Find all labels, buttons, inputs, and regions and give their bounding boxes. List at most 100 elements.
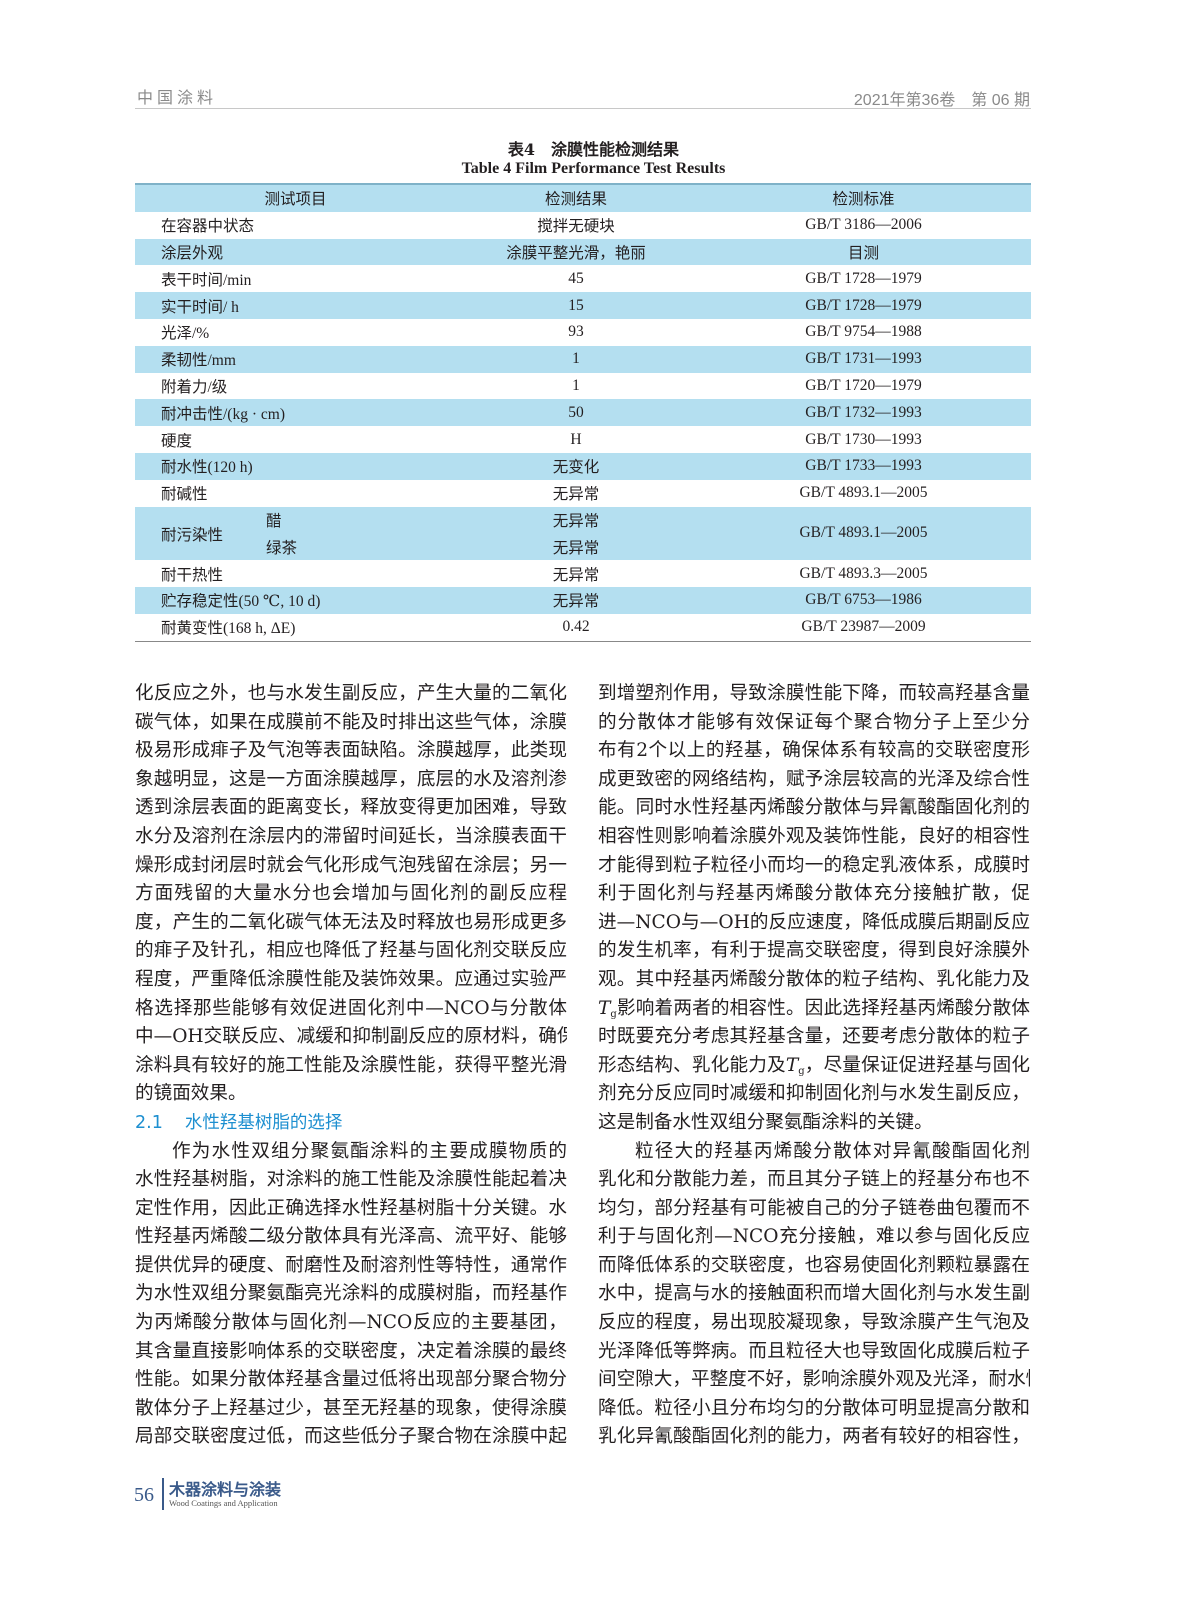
- text-line: 度，产生的二氧化碳气体无法及时释放也易形成更多: [135, 911, 567, 933]
- cell-item: 耐碱性: [161, 486, 208, 504]
- body-column-right: 到增塑剂作用，导致涂膜性能下降，而较高羟基含量 的分散体才能够有效保证每个聚合物分…: [598, 680, 1030, 1452]
- section-heading: 2.1 水性羟基树脂的选择: [135, 1109, 567, 1138]
- cell-standard: GB/T 1728—1979: [805, 269, 922, 287]
- text-line: 极易形成痱子及气泡等表面缺陷。涂膜越厚，此类现: [135, 740, 567, 762]
- text-line: 定性作用，因此正确选择水性羟基树脂十分关键。水: [135, 1197, 567, 1219]
- table-row: 耐碱性 无异常 GB/T 4893.1—2005: [135, 480, 1031, 507]
- cell-result: 1: [572, 376, 580, 394]
- cell-item: 实干时间/ h: [135, 292, 456, 319]
- cell-item: 涂层外观: [135, 238, 456, 266]
- cell-standard: GB/T 1730—1993: [805, 430, 922, 448]
- text-line: 透到涂层表面的距离变长，释放变得更加困难，导致: [135, 797, 567, 819]
- text-line: 时既要充分考虑其羟基含量，还要考虑分散体的粒子: [598, 1026, 1030, 1048]
- table-row: 耐冲击性/(kg · cm) 50 GB/T 1732—1993: [135, 399, 1031, 427]
- cell-item: 光泽/%: [161, 325, 210, 343]
- text-line: 相容性则影响着涂膜外观及装饰性能，良好的相容性: [598, 825, 1030, 847]
- cell-result: 50: [456, 399, 696, 427]
- cell-result: 无异常: [456, 586, 696, 614]
- cell-item: 耐冲击性/(kg · cm): [135, 399, 456, 427]
- text-line: 形态结构、乳化能力及Tg，尽量保证促进羟基与固化: [598, 1052, 1030, 1081]
- table-row: 实干时间/ h 15 GB/T 1728—1979: [135, 292, 1031, 319]
- text-line: 方面残留的大量水分也会增加与固化剂的副反应程: [135, 883, 567, 905]
- table-caption-cn: 表4 涂膜性能检测结果: [507, 140, 680, 159]
- cell-subitem: 绿茶: [266, 539, 298, 557]
- text-line: 为水性双组分聚氨酯亮光涂料的成膜树脂，而羟基作: [135, 1283, 567, 1305]
- text-line: 能。同时水性羟基丙烯酸分散体与异氰酸酯固化剂的: [598, 797, 1030, 819]
- results-table: 测试项目 检测结果 检测标准 在容器中状态 搅拌无硬块 GB/T 3186—2006…: [135, 183, 1031, 642]
- cell-result: 无异常: [552, 566, 600, 584]
- cell-item: 附着力/级: [161, 378, 228, 396]
- text-line: 化反应之外，也与水发生副反应，产生大量的二氧化: [135, 683, 567, 704]
- column-header: 测试项目: [135, 183, 456, 212]
- text-line: 观。其中羟基丙烯酸分散体的粒子结构、乳化能力及: [598, 968, 1030, 990]
- cell-result: 无异常: [456, 506, 696, 534]
- cell-item: 贮存稳定性(50 ℃, 10 d): [135, 586, 456, 614]
- text-line: 象越明显，这是一方面涂膜越厚，底层的水及溶剂渗: [135, 768, 567, 790]
- cell-standard: GB/T 3186—2006: [805, 216, 922, 234]
- variable-symbol: T: [785, 1054, 799, 1076]
- text-line: 的分散体才能够有效保证每个聚合物分子上至少分: [598, 711, 1030, 733]
- cell-standard: GB/T 23987—2009: [696, 613, 1031, 642]
- text-segment: ，尽量保证促进羟基与固化: [804, 1054, 1030, 1076]
- issue-info: 2021年第36卷 第 06 期: [853, 92, 1030, 109]
- cell-subitem: 醋: [266, 512, 282, 530]
- column-header: 检测结果: [456, 183, 696, 212]
- cell-item: 绿茶: [135, 533, 456, 561]
- table-row: 附着力/级 1 GB/T 1720—1979: [135, 373, 1031, 400]
- text-line: 水中，提高与水的接触面积而增大固化剂与水发生副: [598, 1283, 1030, 1305]
- cell-standard: GB/T 4893.3—2005: [799, 564, 928, 582]
- cell-standard: GB/T 1733—1993: [696, 452, 1031, 480]
- table-row: 表干时间/min 45 GB/T 1728—1979: [135, 265, 1031, 292]
- table-row: 涂层外观 涂膜平整光滑，艳丽 目测: [135, 238, 1031, 266]
- cell-item: 耐污染性 醋: [135, 506, 456, 544]
- table-row: 耐黄变性(168 h, ΔE) 0.42 GB/T 23987—2009: [135, 613, 1031, 642]
- text-line: 性羟基丙烯酸二级分散体具有光泽高、流平好、能够: [135, 1226, 567, 1248]
- cell-standard: GB/T 1728—1979: [696, 292, 1031, 319]
- text-line: 进—NCO与—OH的反应速度，降低成膜后期副反应: [598, 911, 1030, 933]
- cell-result: 涂膜平整光滑，艳丽: [456, 238, 696, 266]
- cell-standard: 目测: [696, 238, 1031, 266]
- cell-standard: GB/T 1732—1993: [696, 399, 1031, 427]
- header-divider: [135, 108, 1031, 109]
- cell-item: 在容器中状态: [161, 218, 255, 236]
- cell-item: 耐水性(120 h): [135, 452, 456, 480]
- text-line: 水分及溶剂在涂层内的滞留时间延长，当涂膜表面干: [135, 825, 567, 847]
- table-row: 光泽/% 93 GB/T 9754—1988: [135, 319, 1031, 346]
- text-line: 利于与固化剂—NCO充分接触，难以参与固化反应: [598, 1226, 1030, 1248]
- journal-name: 中国涂料: [137, 88, 218, 107]
- text-line: 的镜面效果。: [135, 1083, 247, 1105]
- table-row: 耐干热性 无异常 GB/T 4893.3—2005: [135, 560, 1031, 587]
- cell-item: 柔韧性/mm: [135, 345, 456, 373]
- text-line: 提供优异的硬度、耐磨性及耐溶剂性等特性，通常作: [135, 1254, 567, 1276]
- table-row: 硬度 H GB/T 1730—1993: [135, 426, 1031, 453]
- text-line: 局部交联密度过低，而这些低分子聚合物在涂膜中起: [135, 1426, 567, 1448]
- table-row: 耐水性(120 h) 无变化 GB/T 1733—1993: [135, 452, 1031, 480]
- table-row: 耐污染性 醋 无异常 GB/T 4893.1—2005: [135, 506, 1031, 561]
- cell-result: 93: [568, 323, 584, 341]
- cell-standard: GB/T 9754—1988: [805, 323, 922, 341]
- cell-item-label: 耐污染性: [161, 526, 224, 544]
- variable-symbol: T: [598, 997, 611, 1019]
- text-line: 而降低体系的交联密度，也容易使固化剂颗粒暴露在: [598, 1254, 1030, 1276]
- cell-item: 硬度: [161, 432, 193, 450]
- footer-divider: [162, 1478, 164, 1510]
- cell-standard: GB/T 4893.1—2005: [696, 506, 1031, 561]
- page-number: 56: [134, 1484, 154, 1506]
- text-line: 这是制备水性双组分聚氨酯涂料的关键。: [598, 1111, 933, 1133]
- text-line: 成更致密的网络结构，赋予涂层较高的光泽及综合性: [598, 768, 1030, 790]
- variable-subscript: g: [798, 1065, 805, 1077]
- cell-result: 0.42: [456, 613, 696, 642]
- cell-result: 无异常: [552, 486, 600, 504]
- table-row: 绿茶 无异常: [135, 533, 1031, 561]
- table-caption-en: Table 4 Film Performance Test Results: [461, 160, 726, 177]
- cell-standard: GB/T 6753—1986: [696, 586, 1031, 614]
- text-line: 性能。如果分散体羟基含量过低将出现部分聚合物分: [135, 1369, 567, 1391]
- text-line: 中—OH交联反应、减缓和抑制副反应的原材料，确保: [135, 1026, 567, 1048]
- text-segment: 影响着两者的相容性。因此选择羟基丙烯酸分散体: [616, 997, 1030, 1019]
- cell-result: 1: [456, 345, 696, 373]
- text-line: 水性羟基树脂，对涂料的施工性能及涂膜性能起着决: [135, 1169, 567, 1191]
- section-number: 2.1: [135, 1112, 163, 1133]
- text-line: 剂充分反应同时减缓和抑制固化剂与水发生副反应，: [598, 1083, 1030, 1105]
- cell-result: H: [570, 430, 582, 448]
- text-line: 均匀，部分羟基有可能被自己的分子链卷曲包覆而不: [598, 1197, 1030, 1219]
